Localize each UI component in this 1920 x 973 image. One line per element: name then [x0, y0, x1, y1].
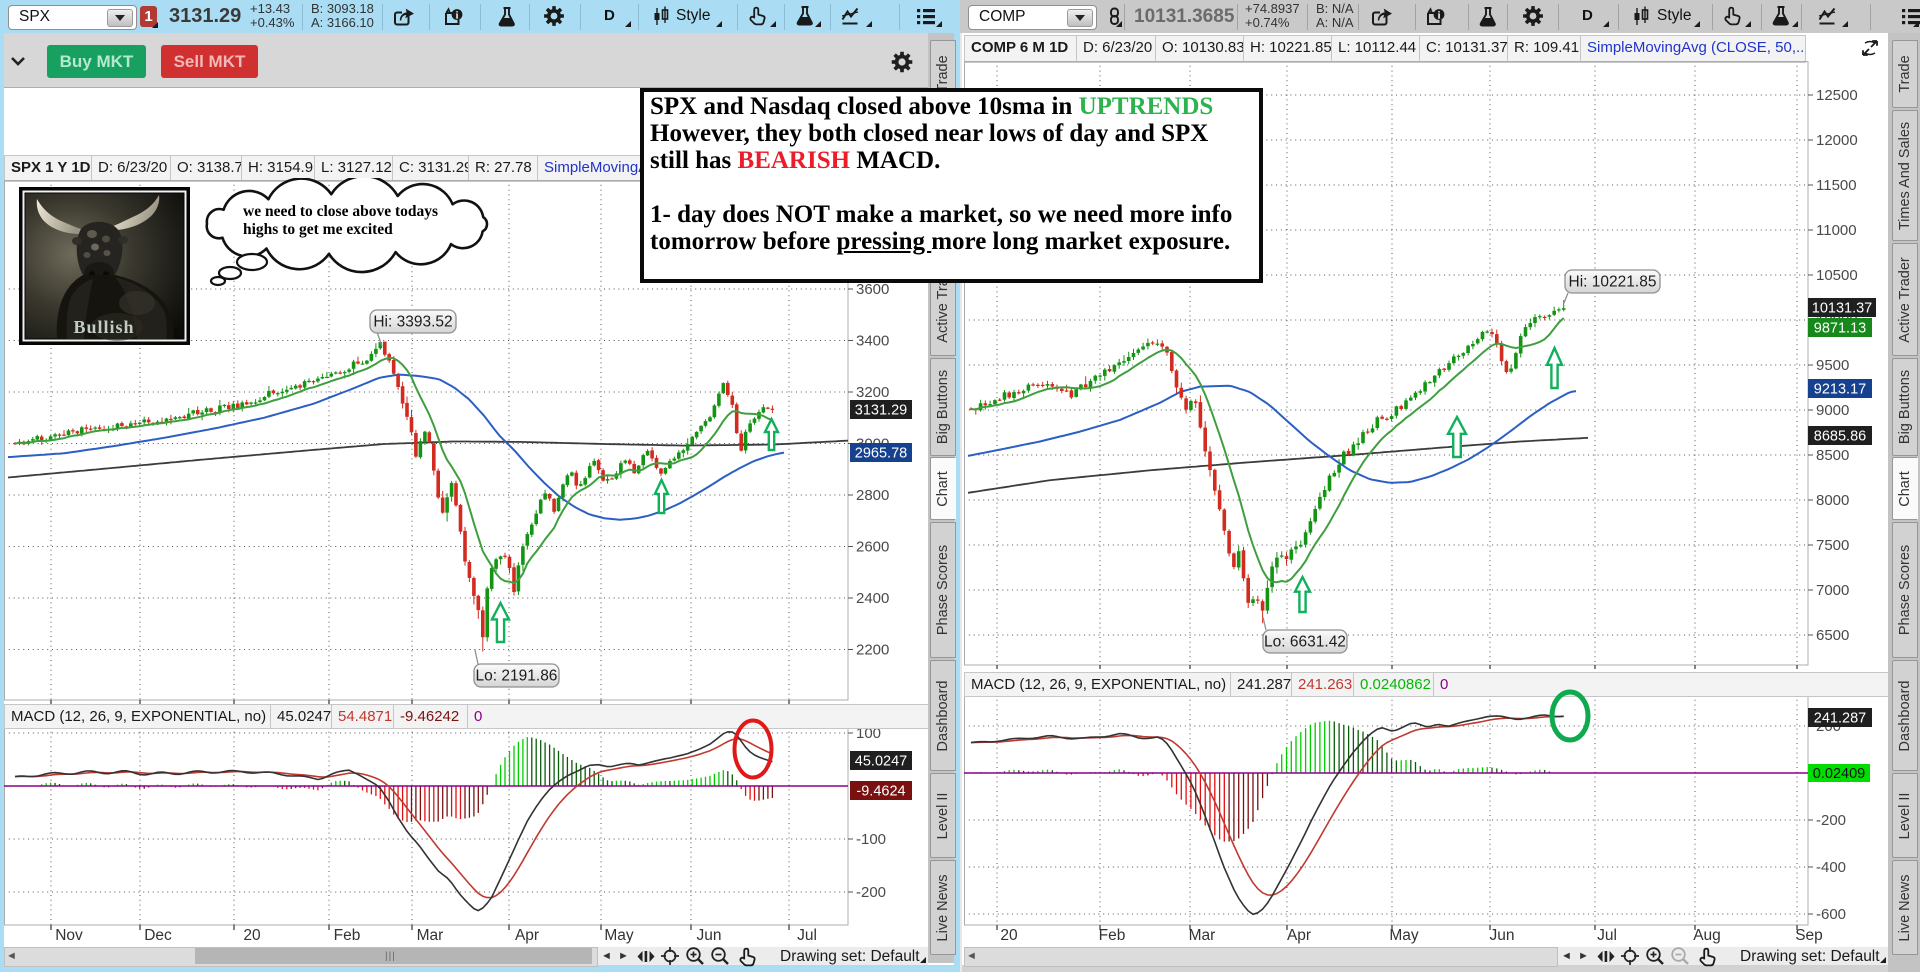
svg-text:-200: -200 — [856, 884, 886, 901]
svg-text:11000: 11000 — [1816, 222, 1857, 239]
svg-text:Lo: 2191.86: Lo: 2191.86 — [476, 668, 558, 685]
svg-text:12500: 12500 — [1816, 87, 1858, 104]
svg-text:-200: -200 — [1816, 812, 1846, 829]
svg-text:8500: 8500 — [1816, 447, 1849, 464]
svg-text:Bullish: Bullish — [73, 317, 134, 337]
svg-text:2600: 2600 — [856, 539, 889, 556]
svg-text:-600: -600 — [1816, 906, 1846, 923]
svg-text:100: 100 — [856, 727, 881, 742]
svg-text:2400: 2400 — [856, 590, 889, 607]
svg-text:3400: 3400 — [856, 333, 889, 350]
svg-text:7500: 7500 — [1816, 537, 1849, 554]
svg-text:highs to get me excited: highs to get me excited — [243, 221, 393, 238]
svg-text:241.287: 241.287 — [1814, 711, 1866, 727]
svg-text:3600: 3600 — [856, 281, 889, 298]
svg-text:3131.29: 3131.29 — [855, 403, 907, 419]
svg-text:we need to close above todays: we need to close above todays — [243, 203, 438, 220]
svg-text:10131.37: 10131.37 — [1812, 301, 1872, 317]
svg-text:Hi: 3393.52: Hi: 3393.52 — [373, 314, 452, 331]
svg-text:9500: 9500 — [1816, 357, 1849, 374]
svg-text:-400: -400 — [1816, 859, 1846, 876]
svg-text:9000: 9000 — [1816, 402, 1849, 419]
svg-text:i: i — [456, 10, 459, 21]
svg-text:3200: 3200 — [856, 384, 889, 401]
svg-text:i: i — [1438, 10, 1441, 21]
svg-text:8685.86: 8685.86 — [1814, 429, 1866, 445]
svg-text:8000: 8000 — [1816, 492, 1849, 509]
svg-text:0.02409: 0.02409 — [1813, 766, 1865, 782]
svg-text:6500: 6500 — [1816, 627, 1849, 644]
svg-text:-9.4624: -9.4624 — [856, 784, 905, 800]
svg-text:12000: 12000 — [1816, 132, 1858, 149]
svg-text:9871.13: 9871.13 — [1814, 321, 1866, 337]
svg-text:Lo: 6631.42: Lo: 6631.42 — [1264, 634, 1346, 651]
svg-text:11500: 11500 — [1816, 177, 1857, 194]
svg-text:Hi: 10221.85: Hi: 10221.85 — [1569, 274, 1657, 291]
svg-text:2200: 2200 — [856, 642, 889, 659]
svg-text:2800: 2800 — [856, 487, 889, 504]
svg-text:2965.78: 2965.78 — [855, 446, 907, 462]
svg-text:7000: 7000 — [1816, 582, 1849, 599]
svg-text:9213.17: 9213.17 — [1814, 382, 1866, 398]
svg-text:-100: -100 — [856, 831, 886, 848]
svg-text:45.0247: 45.0247 — [855, 754, 907, 770]
svg-text:10500: 10500 — [1816, 267, 1858, 284]
